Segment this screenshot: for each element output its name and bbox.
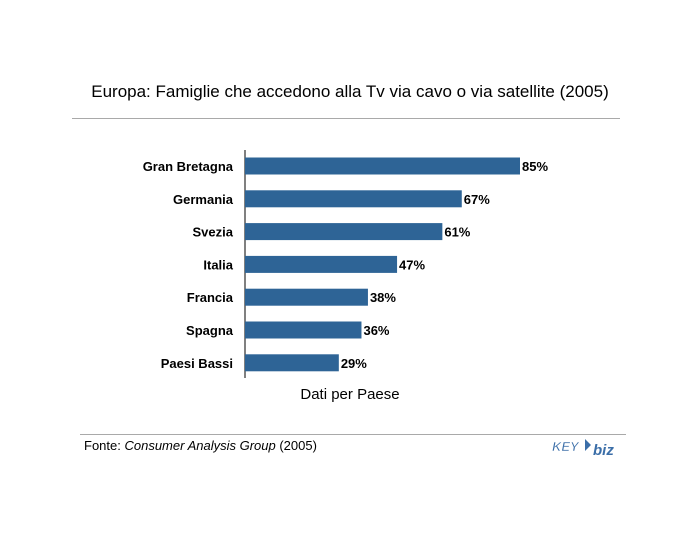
bar: [245, 255, 398, 273]
category-label: Paesi Bassi: [161, 356, 233, 371]
data-label: 36%: [363, 323, 389, 338]
data-label: 29%: [341, 356, 367, 371]
source-prefix: Fonte:: [84, 438, 125, 453]
bar: [245, 190, 462, 208]
data-label: 38%: [370, 290, 396, 305]
category-label: Svezia: [193, 225, 234, 240]
source-suffix: (2005): [275, 438, 317, 453]
category-label: Gran Bretagna: [143, 159, 234, 174]
bar: [245, 157, 520, 175]
logo-arrow-icon: [585, 439, 591, 451]
bar: [245, 223, 443, 241]
chart-title: Europa: Famiglie che accedono alla Tv vi…: [91, 82, 609, 101]
category-label: Germania: [173, 192, 234, 207]
data-label: 67%: [464, 192, 490, 207]
data-label: 47%: [399, 257, 425, 272]
source-name: Consumer Analysis Group: [124, 438, 276, 453]
bars-group: Gran Bretagna 85% Germania 67% Svezia 61% Ital…: [143, 157, 548, 372]
bar-chart: Gran Bretagna 85% Germania 67% Svezia 61% Ital…: [143, 150, 548, 378]
x-axis-label: Dati per Paese: [300, 386, 400, 403]
bar: [245, 288, 368, 306]
title-divider: [72, 118, 620, 119]
bar: [245, 321, 362, 339]
category-label: Italia: [203, 257, 233, 272]
category-label: Francia: [187, 290, 234, 305]
source-note: Fonte: Consumer Analysis Group (2005): [84, 438, 317, 453]
category-label: Spagna: [186, 323, 234, 338]
data-label: 61%: [444, 225, 470, 240]
keybiz-logo: KEY biz: [552, 439, 615, 458]
footer-divider: [80, 434, 626, 435]
data-label: 85%: [522, 159, 548, 174]
logo-text-right: biz: [593, 442, 614, 458]
logo-text-left: KEY: [552, 439, 580, 454]
bar: [245, 354, 339, 372]
